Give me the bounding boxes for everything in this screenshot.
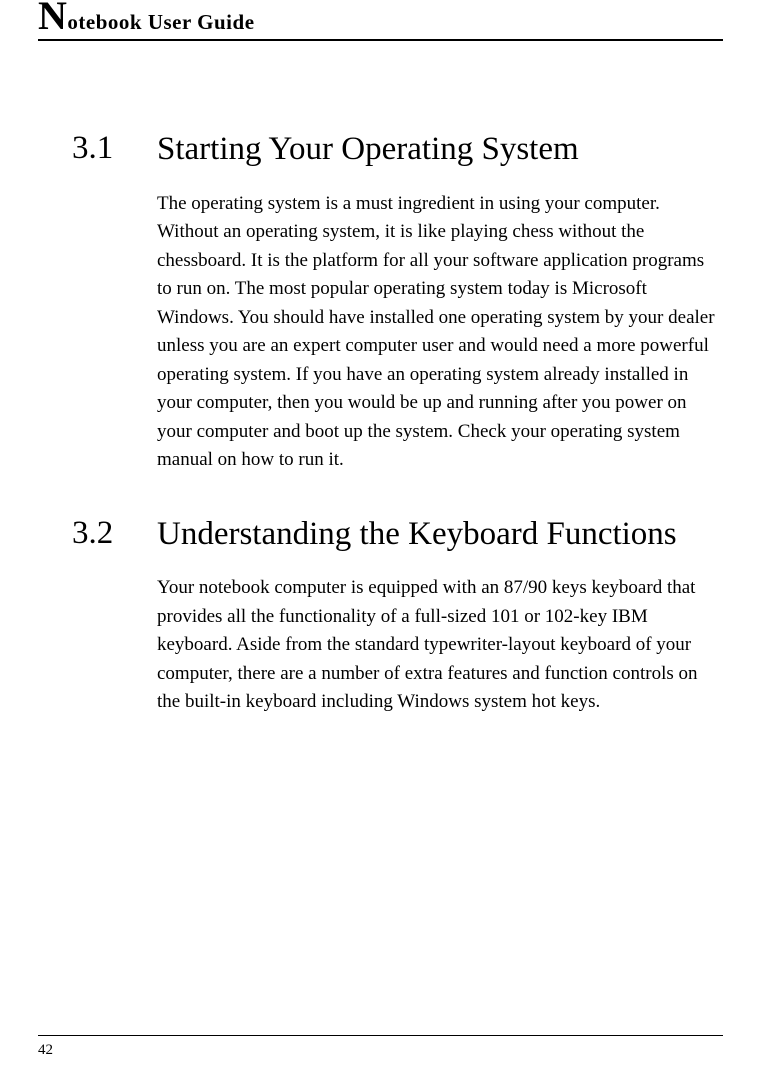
header-rule [38,39,723,41]
page-header: Notebook User Guide [38,10,723,41]
section-number: 3.1 [72,130,157,167]
content-area: 3.1 Starting Your Operating System The o… [72,130,721,757]
header-title: Notebook User Guide [38,10,723,35]
document-page: Notebook User Guide 3.1 Starting Your Op… [0,0,761,1079]
page-number: 42 [38,1042,723,1059]
section-body: The operating system is a must ingredien… [157,190,721,475]
section-title: Understanding the Keyboard Functions [157,515,677,555]
header-title-rest: otebook User Guide [67,10,254,34]
section-title: Starting Your Operating System [157,130,579,170]
header-dropcap: N [38,0,67,38]
section-number: 3.2 [72,515,157,552]
section-heading-2: 3.2 Understanding the Keyboard Functions [72,515,721,555]
footer-rule [38,1035,723,1036]
page-footer: 42 [38,1027,723,1059]
section-heading-1: 3.1 Starting Your Operating System [72,130,721,170]
section-body: Your notebook computer is equipped with … [157,574,721,717]
